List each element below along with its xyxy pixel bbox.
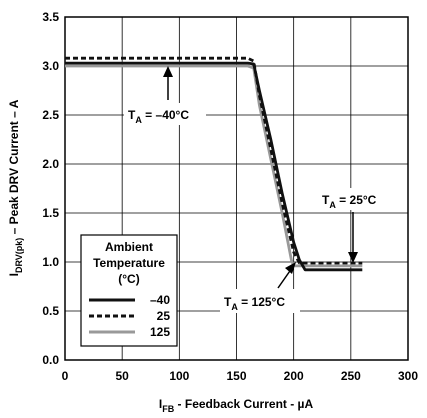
y-tick-label: 0.5: [42, 304, 59, 318]
annotation-bg: [124, 103, 206, 125]
annotation-arrowhead: [285, 262, 296, 274]
x-axis-title: IFB - Feedback Current - µA: [159, 397, 314, 414]
series-line-25: [65, 56, 363, 265]
y-tick-label: 2.5: [42, 108, 59, 122]
legend: Ambient Temperature (°C) –40 25 125: [80, 234, 178, 347]
y-tick-label: 3.5: [42, 10, 59, 24]
annotation-minus40: TA = –40°C: [124, 66, 206, 125]
annotation-label: TA = –40°C: [128, 108, 189, 125]
x-tick-labels: 0 50 100 150 200 250 300: [62, 369, 419, 383]
series-line-minus40: [65, 61, 363, 272]
x-tick-label: 200: [284, 369, 304, 383]
y-tick-label: 0.0: [42, 353, 59, 367]
legend-title-line: (°C): [118, 272, 139, 286]
legend-label-25: 25: [157, 309, 171, 323]
annotation-label: TA = 125°C: [224, 295, 285, 312]
x-tick-label: 300: [398, 369, 418, 383]
annotation-125: TA = 125°C: [220, 262, 300, 313]
x-tick-label: 250: [341, 369, 361, 383]
x-tick-label: 0: [62, 369, 69, 383]
legend-label-125: 125: [150, 325, 170, 339]
y-tick-labels: 0.0 0.5 1.0 1.5 2.0 2.5 3.0 3.5: [42, 10, 59, 367]
x-tick-label: 150: [226, 369, 246, 383]
plot-frame: [64, 16, 409, 361]
annotation-bg: [220, 289, 300, 313]
y-tick-label: 1.5: [42, 206, 59, 220]
y-axis-title: IDRV(pk) – Peak DRV Current – A: [7, 99, 24, 276]
y-tick-label: 1.0: [42, 255, 59, 269]
legend-title-line: Ambient: [105, 240, 153, 254]
annotation-label: TA = 25°C: [322, 193, 377, 210]
annotation-arrowhead: [163, 66, 173, 77]
x-tick-label: 50: [115, 369, 129, 383]
legend-label-minus40: –40: [150, 293, 170, 307]
y-tick-label: 2.0: [42, 157, 59, 171]
legend-box: [80, 234, 178, 347]
y-tick-label: 3.0: [42, 59, 59, 73]
annotation-25: TA = 25°C: [318, 188, 386, 263]
legend-title-line: Temperature: [93, 256, 165, 270]
x-tick-label: 100: [169, 369, 189, 383]
annotation-bg: [318, 188, 386, 210]
annotation-arrowhead: [348, 252, 358, 263]
